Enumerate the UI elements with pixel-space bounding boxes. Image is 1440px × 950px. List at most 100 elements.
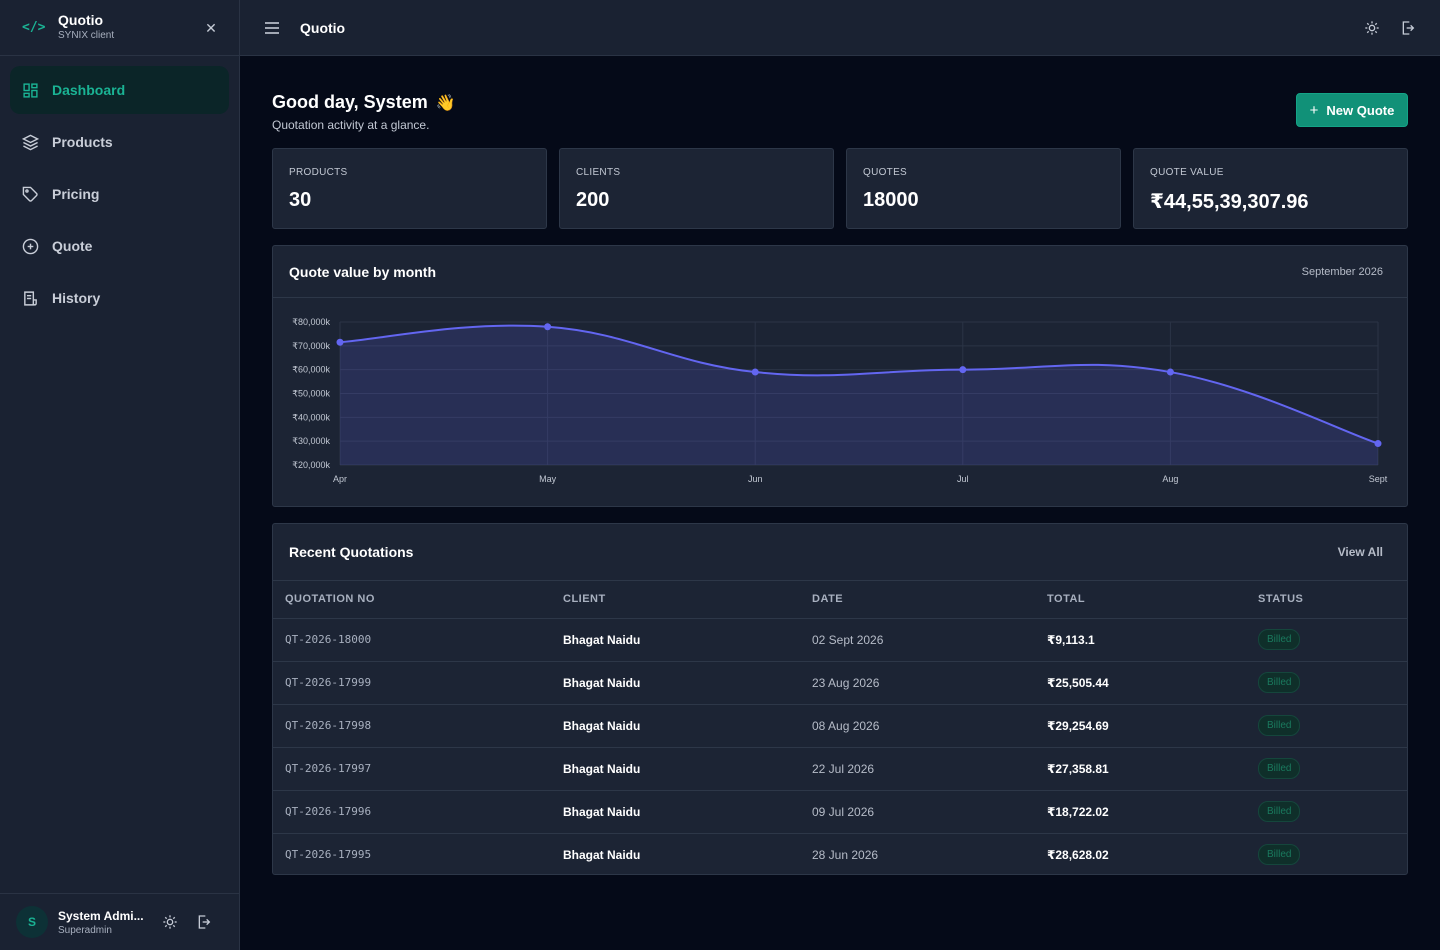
stat-card-quote-value: QUOTE VALUE ₹44,55,39,307.96 xyxy=(1133,148,1408,229)
column-header[interactable]: STATUS xyxy=(1246,581,1407,619)
table-row[interactable]: QT-2026-17999 Bhagat Naidu 23 Aug 2026 ₹… xyxy=(273,661,1407,705)
sun-icon[interactable] xyxy=(1364,20,1380,36)
new-quote-button[interactable]: + New Quote xyxy=(1296,93,1408,127)
stats-row: PRODUCTS 30 CLIENTS 200 QUOTES 18000 QUO… xyxy=(272,148,1408,229)
stat-card-clients: CLIENTS 200 xyxy=(559,148,834,229)
client-name: Bhagat Naidu xyxy=(563,847,641,862)
column-header[interactable]: DATE xyxy=(800,581,1035,619)
series-line xyxy=(339,324,1379,445)
page-subtitle: Quotation activity at a glance. xyxy=(272,118,430,132)
quotation-no[interactable]: QT-2026-18000 xyxy=(273,618,551,662)
sidebar: </> Quotio SYNIX client ✕ Dashboard Prod… xyxy=(0,0,240,950)
stat-value: 30 xyxy=(289,189,312,211)
column-header[interactable]: QUOTATION NO xyxy=(273,581,551,619)
x-tick-label: Jul xyxy=(957,474,969,484)
quotation-no[interactable]: QT-2026-17995 xyxy=(285,848,372,862)
y-tick-label: ₹70,000k xyxy=(292,341,330,351)
status-badge: Billed xyxy=(1258,672,1301,693)
x-tick-label: Jun xyxy=(748,474,763,484)
y-tick-label: ₹50,000k xyxy=(292,389,330,399)
quote-date: 22 Jul 2026 xyxy=(800,747,1035,791)
x-tick-label: Aug xyxy=(1162,474,1178,484)
main-content: Good day, System 👋 Quotation activity at … xyxy=(272,56,1408,875)
quote-date: 08 Aug 2026 xyxy=(800,704,1035,748)
logout-icon[interactable] xyxy=(196,914,212,930)
client-name: Bhagat Naidu xyxy=(551,747,800,791)
quotation-no[interactable]: QT-2026-17997 xyxy=(273,747,551,791)
data-point xyxy=(751,368,759,376)
sidebar-item-label: History xyxy=(52,290,101,306)
quote-total: ₹27,358.81 xyxy=(1035,747,1246,791)
status-badge: Billed xyxy=(1258,801,1301,822)
table-row[interactable]: QT-2026-17996 Bhagat Naidu 09 Jul 2026 ₹… xyxy=(273,790,1407,834)
quote-date: 23 Aug 2026 xyxy=(800,661,1035,705)
brand: Quotio SYNIX client xyxy=(58,12,203,43)
chart-card-header: Quote value by month September 2026 xyxy=(273,246,1407,298)
client-name: Bhagat Naidu xyxy=(551,618,800,662)
plus-circle-icon xyxy=(22,238,39,254)
quote-total: ₹29,254.69 xyxy=(1035,704,1246,748)
sidebar-item-label: Quote xyxy=(52,238,93,254)
quotation-no[interactable]: QT-2026-17998 xyxy=(273,704,551,748)
data-point xyxy=(1374,440,1382,448)
quotation-no[interactable]: QT-2026-17999 xyxy=(273,661,551,705)
quotations-table: QUOTATION NO CLIENT DATE TOTAL STATUS QT… xyxy=(273,581,1407,876)
x-tick-label: Sept xyxy=(1369,474,1388,484)
recent-quotations-title: Recent Quotations xyxy=(289,544,414,560)
greeting-text: Good day, System xyxy=(272,92,428,112)
brand-title: Quotio xyxy=(58,12,104,28)
status-badge: Billed xyxy=(1258,844,1301,866)
sidebar-item-dashboard[interactable]: Dashboard xyxy=(10,66,229,114)
chart-card: Quote value by month September 2026 ₹80,… xyxy=(272,245,1408,507)
status-badge: Billed xyxy=(1258,715,1301,736)
stat-label: PRODUCTS xyxy=(289,167,348,178)
sidebar-item-quote[interactable]: Quote xyxy=(10,222,229,270)
recent-quotations-header: Recent Quotations View All xyxy=(273,524,1407,581)
status-badge: Billed xyxy=(1258,758,1301,779)
y-tick-label: ₹60,000k xyxy=(292,365,330,375)
table-row[interactable]: QT-2026-17995 Bhagat Naidu 28 Jun 2026 ₹… xyxy=(273,833,1407,876)
user-name: System Admi... xyxy=(58,908,144,923)
column-header[interactable]: TOTAL xyxy=(1035,581,1246,619)
column-header[interactable]: CLIENT xyxy=(551,581,800,619)
stat-label: QUOTE VALUE xyxy=(1150,167,1224,178)
y-tick-label: ₹20,000k xyxy=(292,460,330,470)
sidebar-item-products[interactable]: Products xyxy=(10,118,229,166)
status-cell: Billed xyxy=(1246,618,1407,662)
logout-icon[interactable] xyxy=(1400,20,1416,36)
sidebar-item-label: Pricing xyxy=(52,186,100,202)
menu-icon[interactable] xyxy=(264,21,280,35)
y-tick-label: ₹80,000k xyxy=(292,317,330,327)
status-cell: Billed xyxy=(1246,790,1407,834)
status-cell: Billed xyxy=(1246,747,1407,791)
greeting-row: Good day, System 👋 Quotation activity at … xyxy=(272,56,1408,148)
quote-date: 02 Sept 2026 xyxy=(800,618,1035,662)
stat-card-quotes: QUOTES 18000 xyxy=(846,148,1121,229)
status-cell: Billed xyxy=(1246,704,1407,748)
new-quote-label: New Quote xyxy=(1326,102,1395,118)
close-icon[interactable]: ✕ xyxy=(205,19,217,36)
status-badge: Billed xyxy=(1258,629,1301,650)
table-row[interactable]: QT-2026-17997 Bhagat Naidu 22 Jul 2026 ₹… xyxy=(273,747,1407,791)
table-row[interactable]: QT-2026-17998 Bhagat Naidu 08 Aug 2026 ₹… xyxy=(273,704,1407,748)
sidebar-item-history[interactable]: History xyxy=(10,274,229,322)
y-tick-label: ₹40,000k xyxy=(292,412,330,422)
quotation-no[interactable]: QT-2026-17996 xyxy=(273,790,551,834)
view-all-link[interactable]: View All xyxy=(1337,545,1383,559)
app-title: Quotio xyxy=(300,19,346,36)
stat-card-products: PRODUCTS 30 xyxy=(272,148,547,229)
client-name: Bhagat Naidu xyxy=(551,661,800,705)
quote-date: 28 Jun 2026 xyxy=(812,847,879,862)
sidebar-item-label: Dashboard xyxy=(52,82,126,98)
data-point xyxy=(1166,368,1174,376)
quote-total: ₹25,505.44 xyxy=(1035,661,1246,705)
table-row[interactable]: QT-2026-18000 Bhagat Naidu 02 Sept 2026 … xyxy=(273,618,1407,662)
x-tick-label: Apr xyxy=(333,474,347,484)
sidebar-item-pricing[interactable]: Pricing xyxy=(10,170,229,218)
avatar[interactable]: S xyxy=(16,906,48,938)
y-tick-label: ₹30,000k xyxy=(292,436,330,446)
page-title: Good day, System 👋 xyxy=(272,92,456,113)
quote-total: ₹28,628.02 xyxy=(1047,847,1109,862)
sidebar-nav: Dashboard Products Pricing Quote History xyxy=(0,56,239,322)
sun-icon[interactable] xyxy=(162,914,178,930)
